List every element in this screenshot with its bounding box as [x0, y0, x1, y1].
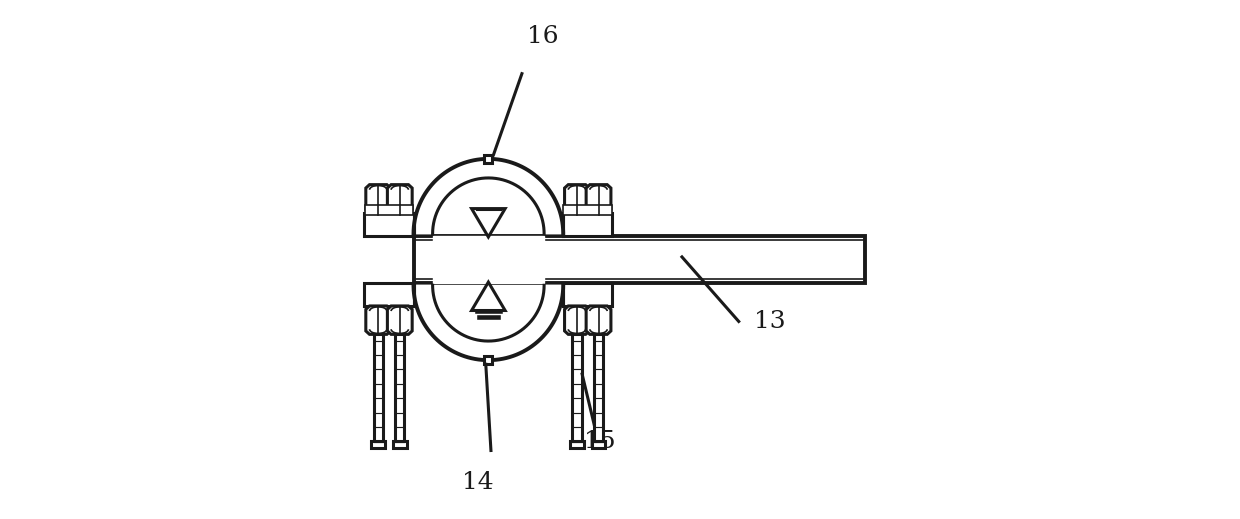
- Polygon shape: [413, 285, 563, 360]
- Bar: [563, 213, 613, 236]
- Polygon shape: [564, 185, 589, 213]
- Polygon shape: [587, 185, 611, 213]
- Bar: [563, 283, 613, 306]
- Bar: [396, 334, 404, 442]
- Bar: [573, 334, 582, 442]
- Text: 16: 16: [527, 25, 558, 48]
- Bar: [373, 334, 383, 442]
- Polygon shape: [387, 306, 412, 334]
- Bar: [485, 155, 492, 163]
- Polygon shape: [365, 213, 413, 236]
- Polygon shape: [387, 185, 412, 213]
- Bar: [413, 236, 866, 283]
- Polygon shape: [471, 282, 505, 310]
- Bar: [570, 441, 584, 448]
- Bar: [372, 441, 384, 448]
- Bar: [393, 441, 407, 448]
- Bar: [365, 283, 413, 306]
- Polygon shape: [366, 185, 391, 213]
- Polygon shape: [366, 306, 391, 334]
- Text: 14: 14: [463, 471, 494, 494]
- Polygon shape: [433, 236, 544, 283]
- Bar: [365, 206, 413, 214]
- Polygon shape: [564, 306, 589, 334]
- Bar: [563, 206, 613, 214]
- Text: 15: 15: [584, 430, 615, 453]
- Bar: [485, 356, 492, 364]
- Bar: [591, 441, 605, 448]
- Polygon shape: [413, 159, 563, 234]
- Polygon shape: [471, 209, 505, 237]
- Text: 13: 13: [754, 310, 786, 333]
- Bar: [594, 334, 603, 442]
- Polygon shape: [587, 306, 611, 334]
- Bar: [365, 213, 413, 236]
